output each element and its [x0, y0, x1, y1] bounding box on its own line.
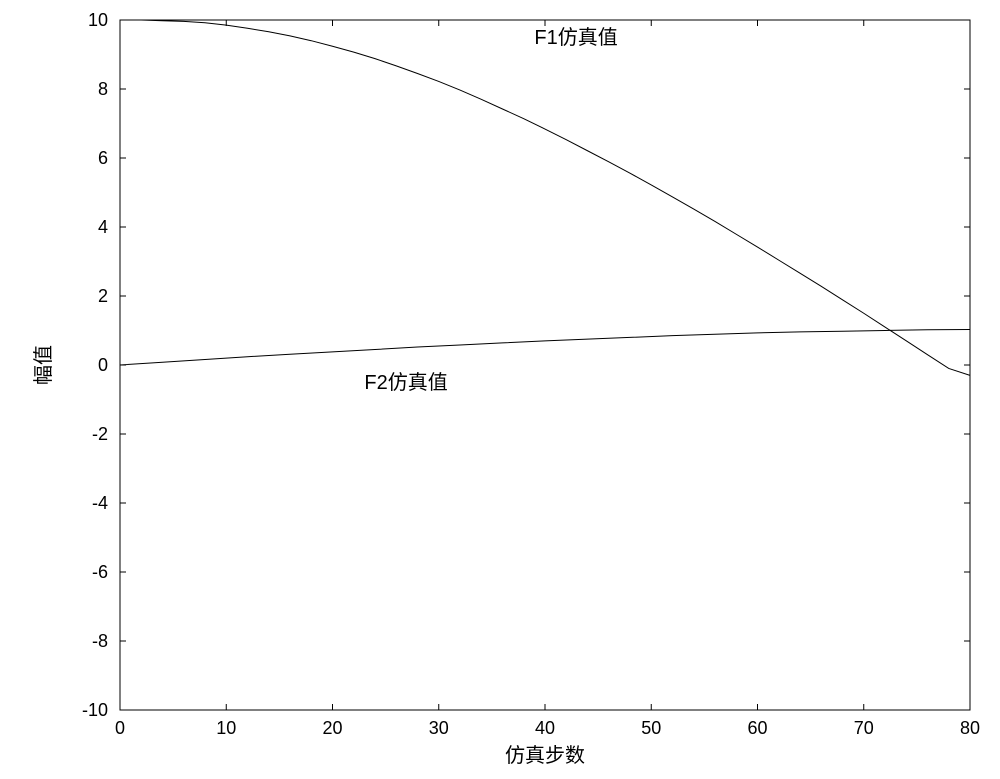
x-tick-label: 20	[322, 718, 342, 738]
x-tick-label: 30	[429, 718, 449, 738]
y-tick-label: 6	[98, 148, 108, 168]
line-chart: 0 10 20 30 40 50 60 70 80 -10 -8 -6 -4 -2 0 2 4 6 8 10 仿真步数 幅…	[0, 0, 1000, 779]
y-tick-label: 0	[98, 355, 108, 375]
y-tick-label: 2	[98, 286, 108, 306]
x-axis-label: 仿真步数	[505, 744, 585, 767]
y-tick-label: -6	[92, 562, 108, 582]
series-line-f2	[120, 329, 970, 365]
chart-svg: 0 10 20 30 40 50 60 70 80 -10 -8 -6 -4 -2 0 2 4 6 8 10 仿真步数 幅…	[0, 0, 1000, 779]
y-tick-label: 10	[88, 10, 108, 30]
x-tick-label: 60	[747, 718, 767, 738]
y-axis-label: 幅值	[32, 345, 55, 385]
y-tick-label: -8	[92, 631, 108, 651]
x-tick-label: 50	[641, 718, 661, 738]
series-line-f1	[120, 20, 970, 375]
y-tick-label: -4	[92, 493, 108, 513]
x-tick-label: 10	[216, 718, 236, 738]
plot-border	[120, 20, 970, 710]
y-tick-label: 4	[98, 217, 108, 237]
x-tick-label: 0	[115, 718, 125, 738]
x-tick-label: 40	[535, 718, 555, 738]
series-label-f2: F2仿真值	[364, 371, 447, 394]
y-tick-label: 8	[98, 79, 108, 99]
series-label-f1: F1仿真值	[534, 26, 617, 49]
y-tick-label: -2	[92, 424, 108, 444]
x-tick-label: 70	[854, 718, 874, 738]
x-tick-label: 80	[960, 718, 980, 738]
y-tick-label: -10	[82, 700, 108, 720]
